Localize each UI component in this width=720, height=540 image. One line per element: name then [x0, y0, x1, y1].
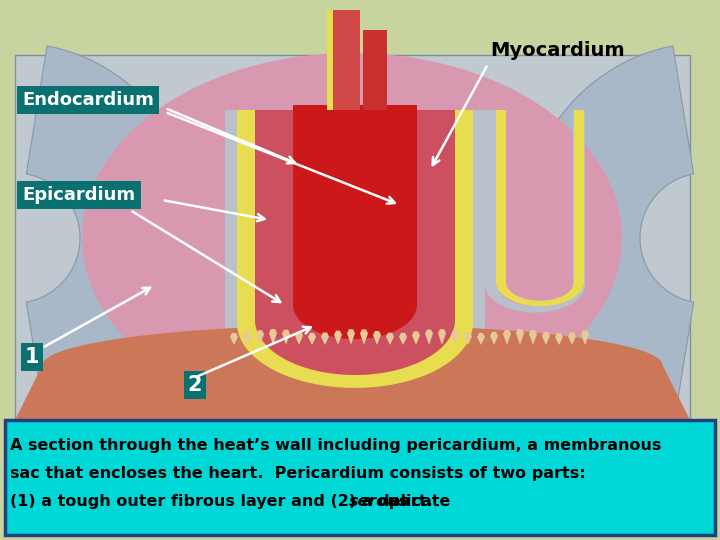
Polygon shape	[27, 46, 200, 430]
Polygon shape	[225, 110, 485, 396]
Polygon shape	[82, 53, 622, 423]
Text: Myocardium: Myocardium	[490, 40, 625, 59]
Text: (1) a tough outer fibrous layer and (2) a delicate: (1) a tough outer fibrous layer and (2) …	[10, 494, 456, 509]
Polygon shape	[327, 10, 360, 110]
Polygon shape	[568, 332, 576, 345]
Text: Endocardium: Endocardium	[22, 91, 154, 109]
Polygon shape	[308, 333, 316, 345]
Polygon shape	[490, 332, 498, 345]
Polygon shape	[269, 329, 277, 345]
Polygon shape	[555, 333, 563, 345]
Polygon shape	[243, 332, 251, 345]
Polygon shape	[237, 110, 473, 388]
Polygon shape	[516, 329, 524, 345]
Polygon shape	[496, 110, 584, 306]
Polygon shape	[347, 329, 355, 345]
Polygon shape	[15, 325, 690, 420]
Text: 1: 1	[24, 347, 40, 367]
Polygon shape	[399, 333, 407, 345]
Polygon shape	[282, 330, 290, 345]
Polygon shape	[464, 332, 472, 345]
Polygon shape	[412, 331, 420, 345]
Polygon shape	[581, 330, 589, 345]
Polygon shape	[373, 331, 381, 345]
FancyBboxPatch shape	[5, 420, 715, 535]
Polygon shape	[386, 333, 394, 345]
Polygon shape	[230, 333, 238, 345]
Polygon shape	[360, 329, 368, 345]
Bar	[15, 55, 690, 420]
Polygon shape	[520, 46, 693, 430]
Polygon shape	[477, 333, 485, 345]
Polygon shape	[485, 110, 585, 313]
Polygon shape	[321, 333, 329, 345]
Text: serous: serous	[349, 494, 409, 509]
Polygon shape	[334, 330, 342, 345]
Polygon shape	[295, 332, 303, 345]
Polygon shape	[438, 329, 446, 345]
Polygon shape	[363, 30, 387, 110]
Text: A section through the heat’s wall including pericardium, a membranous: A section through the heat’s wall includ…	[10, 438, 662, 453]
Polygon shape	[293, 105, 417, 339]
Polygon shape	[327, 10, 333, 110]
Polygon shape	[255, 110, 455, 375]
Polygon shape	[425, 329, 433, 345]
Text: sac that encloses the heart.  Pericardium consists of two parts:: sac that encloses the heart. Pericardium…	[10, 466, 585, 481]
Text: Epicardium: Epicardium	[22, 186, 135, 204]
Polygon shape	[503, 330, 511, 345]
Polygon shape	[542, 332, 550, 345]
Polygon shape	[529, 330, 537, 345]
Polygon shape	[256, 330, 264, 345]
Text: part.: part.	[383, 494, 433, 509]
Polygon shape	[451, 330, 459, 345]
Text: 2: 2	[188, 375, 202, 395]
